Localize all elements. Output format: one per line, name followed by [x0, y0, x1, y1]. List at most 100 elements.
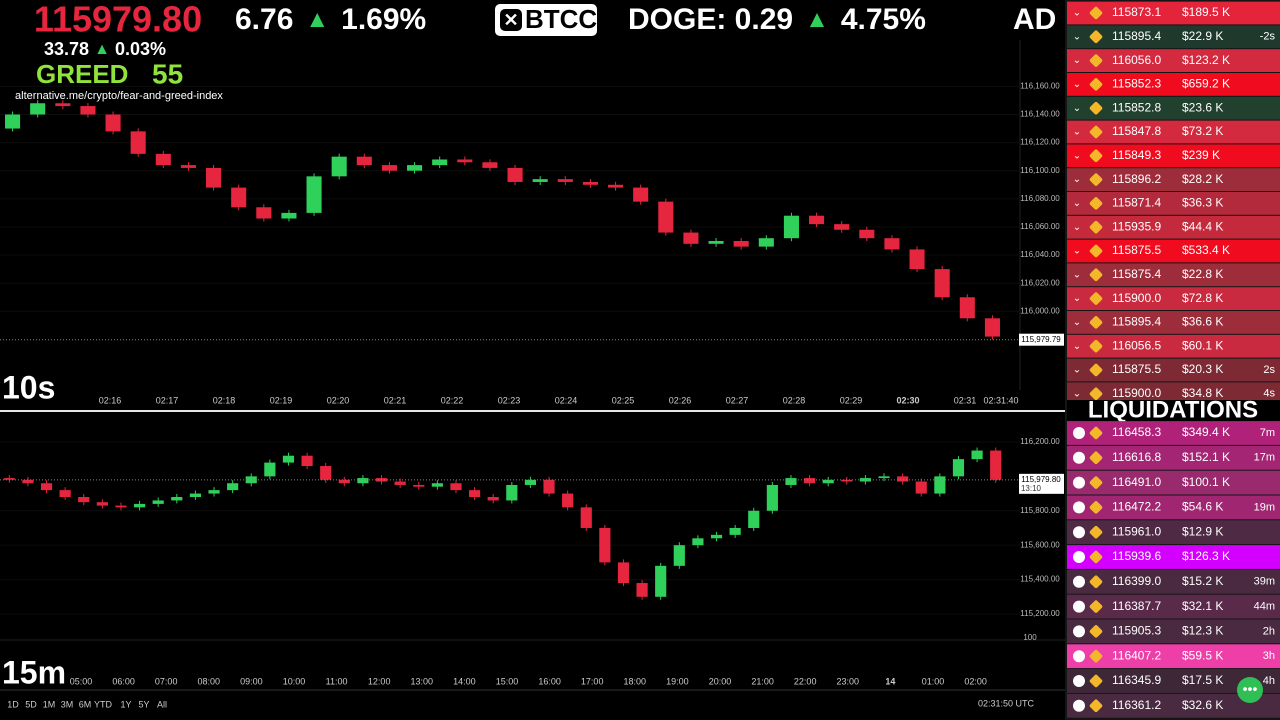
row-price: 115905.3: [1112, 624, 1161, 638]
chat-button[interactable]: [1237, 677, 1263, 703]
x-tick-label: 02:20: [327, 395, 350, 405]
candle: [506, 484, 518, 501]
candle: [934, 269, 950, 298]
row-amount: $123.2 K: [1182, 53, 1230, 67]
row-age: 17m: [1254, 452, 1275, 464]
row-amount: $22.8 K: [1182, 267, 1223, 281]
x-tick-label: 02:00: [964, 676, 987, 686]
range-button[interactable]: 5D: [25, 699, 37, 709]
logo-text: BTCC: [525, 4, 597, 34]
logo-icon: [500, 9, 522, 31]
candle: [227, 483, 239, 491]
candle: [915, 481, 927, 494]
row-price: 116458.3: [1112, 425, 1161, 439]
candle: [115, 505, 127, 508]
overlay: 115979.80 33.78 ▲ 0.03% GREED 55 alterna…: [0, 0, 235, 112]
range-button[interactable]: 3M: [61, 699, 74, 709]
row-chevron: ⌄: [1073, 79, 1081, 90]
exchange-icon: [1089, 125, 1103, 139]
x-tick-label: 20:00: [709, 676, 732, 686]
row-bg: [1067, 594, 1280, 619]
arrow: ▲: [94, 41, 110, 58]
row-amount: $54.6 K: [1182, 500, 1223, 514]
candle: [245, 476, 257, 484]
x-tick-label: 10:00: [283, 676, 306, 686]
y-tick-label: 116,020.00: [1020, 278, 1060, 287]
row-price: 115896.2: [1112, 172, 1161, 186]
x-tick-label: 11:00: [326, 676, 348, 686]
ticker-text: 6.76: [235, 3, 293, 36]
candle: [683, 232, 699, 244]
candle: [859, 478, 871, 482]
row-age: 39m: [1254, 576, 1275, 588]
row-bg: [1067, 263, 1280, 287]
candle: [748, 510, 760, 528]
exchange-icon: [1089, 451, 1103, 465]
candle: [729, 527, 741, 535]
candle: [562, 493, 574, 508]
row-amount: $12.9 K: [1182, 524, 1223, 538]
candle: [766, 484, 778, 511]
row-age: -2s: [1260, 31, 1276, 43]
exchange-icon: [1089, 197, 1103, 210]
range-button[interactable]: 1Y: [120, 699, 131, 709]
row-amount: $12.3 K: [1182, 624, 1223, 638]
x-tick-label: 05:00: [70, 676, 93, 686]
y-tick-label: 116,120.00: [1020, 138, 1060, 147]
candle: [356, 156, 372, 166]
interval-label: 10s: [2, 369, 55, 405]
exchange-icon: [1089, 426, 1103, 440]
x-tick-label: 15:00: [496, 676, 519, 686]
exchange-icon: [1089, 6, 1103, 20]
candle: [30, 103, 46, 115]
candle: [231, 187, 247, 208]
y-tick-label: 116,040.00: [1020, 250, 1060, 259]
range-button[interactable]: 1D: [7, 699, 19, 709]
candle: [320, 466, 332, 480]
y-tick-label: 116,080.00: [1020, 194, 1060, 203]
x-tick-label: 09:00: [240, 676, 263, 686]
candle: [608, 184, 624, 188]
row-age: 7m: [1260, 427, 1275, 439]
row-icon: [1073, 600, 1085, 613]
x-tick-label: 02:26: [669, 395, 692, 405]
x-tick-label: 13:00: [411, 676, 434, 686]
range-button[interactable]: YTD: [94, 699, 113, 709]
range-button[interactable]: All: [157, 699, 167, 709]
row-price: 115852.8: [1112, 100, 1161, 114]
row-icon: [1073, 427, 1085, 439]
liquidations-title: LIQUIDATIONS: [1088, 396, 1258, 423]
candle: [710, 534, 723, 539]
exchange-icon: [1089, 339, 1103, 353]
exchange-icon: [1089, 600, 1103, 613]
row-bg: [1067, 545, 1280, 569]
exchange-icon: [1089, 101, 1103, 115]
range-button[interactable]: 5Y: [138, 699, 149, 709]
row-chevron: ⌄: [1073, 8, 1081, 19]
y-tick-label: 116,100.00: [1020, 166, 1060, 175]
x-tick-label: 21:00: [751, 676, 774, 686]
row-bg: [1067, 96, 1280, 120]
exchange-icon: [1089, 625, 1103, 638]
logo-x: ✕: [503, 10, 518, 30]
x-tick-label: 08:00: [198, 676, 221, 686]
row-price: 115900.0: [1112, 291, 1161, 305]
row-icon: [1073, 526, 1085, 539]
candle: [543, 479, 555, 494]
candle: [189, 493, 201, 498]
candle: [381, 165, 397, 171]
candle: [878, 476, 890, 479]
range-button[interactable]: 6M: [79, 699, 92, 709]
row-price: 115852.3: [1112, 77, 1161, 91]
chart: 116,160.00 116,140.00 116,120.00 116,100.00…: [0, 81, 1064, 405]
candle: [859, 229, 875, 239]
row-age: 19m: [1254, 501, 1275, 513]
candle: [959, 297, 975, 319]
range-button[interactable]: 1M: [43, 699, 56, 709]
row-amount: $15.2 K: [1182, 574, 1223, 588]
row-chevron: ⌄: [1073, 127, 1081, 138]
row-age: 2s: [1263, 364, 1275, 376]
row-bg: [1067, 311, 1280, 334]
candle: [301, 455, 313, 467]
